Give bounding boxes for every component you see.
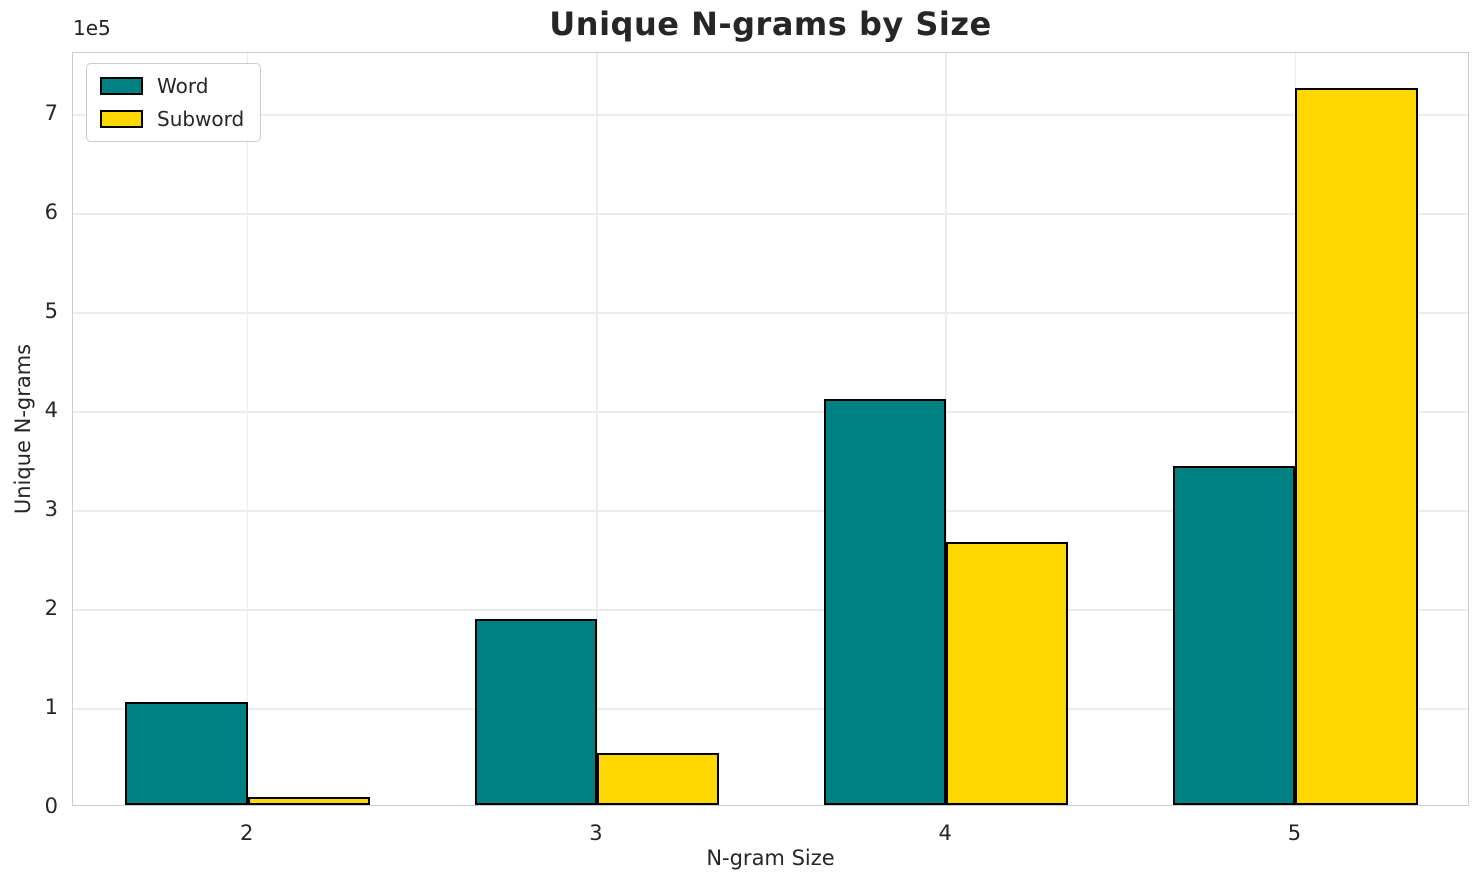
vgridline	[945, 53, 947, 805]
hgridline	[73, 312, 1468, 314]
vgridline	[1294, 53, 1297, 805]
x-tick-label: 5	[1287, 821, 1302, 845]
legend: Word Subword	[86, 63, 262, 142]
legend-swatch-word	[100, 77, 143, 95]
hgridline	[73, 213, 1468, 215]
y-tick-label: 7	[44, 101, 58, 126]
hgridline	[73, 510, 1468, 512]
y-tick-label: 1	[44, 695, 58, 720]
y-tick-label: 0	[44, 794, 58, 818]
x-tick-label: 2	[239, 821, 254, 845]
vgridline	[246, 53, 249, 805]
bar-word-3	[474, 618, 597, 805]
chart-title: Unique N-grams by Size	[549, 5, 992, 43]
y-tick-label: 3	[44, 497, 58, 522]
legend-item-subword: Subword	[100, 107, 244, 131]
legend-label-subword: Subword	[157, 107, 245, 131]
bar-subword-4	[946, 541, 1069, 805]
bar-word-4	[823, 399, 947, 805]
y-tick-label: 4	[44, 398, 58, 423]
y-tick-label: 2	[44, 596, 58, 621]
y-tick-label: 6	[44, 200, 58, 225]
x-tick-label: 4	[938, 821, 952, 845]
bar-subword-5	[1295, 87, 1418, 805]
bar-subword-3	[596, 752, 720, 805]
hgridline	[73, 411, 1468, 413]
plot-area: Word Subword	[72, 52, 1469, 806]
bar-word-5	[1173, 465, 1296, 805]
x-axis-label: N-gram Size	[706, 846, 835, 870]
hgridline	[73, 609, 1468, 611]
vgridline	[596, 53, 598, 805]
bar-word-2	[125, 702, 248, 805]
hgridline	[73, 114, 1468, 116]
legend-label-word: Word	[157, 74, 209, 98]
hgridline	[73, 708, 1468, 710]
x-tick-label: 3	[589, 821, 603, 845]
y-axis-label: Unique N-grams	[11, 343, 35, 515]
bar-subword-2	[247, 797, 370, 805]
legend-item-word: Word	[100, 74, 244, 98]
legend-swatch-subword	[100, 110, 143, 128]
y-axis-offset-label: 1e5	[73, 16, 111, 40]
y-tick-label: 5	[44, 299, 58, 324]
